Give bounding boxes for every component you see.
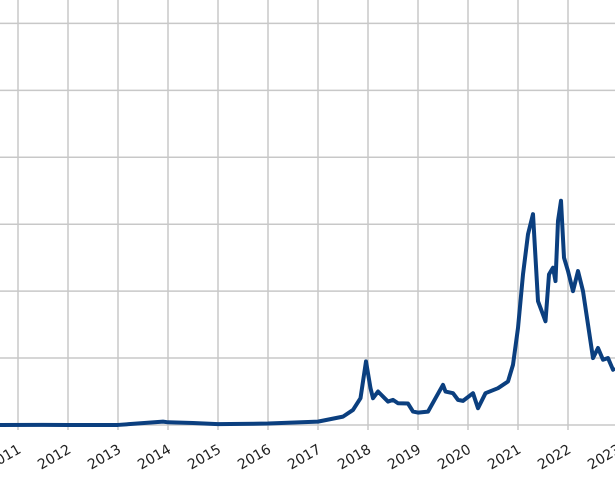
- x-tick-label: 2011: [0, 442, 24, 474]
- x-tick-label: 2012: [35, 442, 74, 474]
- x-tick-label: 2019: [385, 442, 424, 474]
- x-tick-label: 2015: [185, 442, 224, 474]
- line: [0, 198, 615, 427]
- x-tick-label: 2014: [135, 442, 174, 474]
- x-tick-label: 2013: [85, 442, 124, 474]
- x-tick-label: 2022: [535, 442, 574, 474]
- x-tick-label: 2018: [335, 442, 374, 474]
- x-tick-label: 2020: [435, 442, 474, 474]
- grid: [0, 0, 615, 430]
- x-tick-label: 2016: [235, 442, 274, 474]
- x-tick-label: 2023: [585, 442, 615, 474]
- x-tick-label: 2017: [285, 442, 324, 474]
- x-tick-label: 2021: [485, 442, 524, 474]
